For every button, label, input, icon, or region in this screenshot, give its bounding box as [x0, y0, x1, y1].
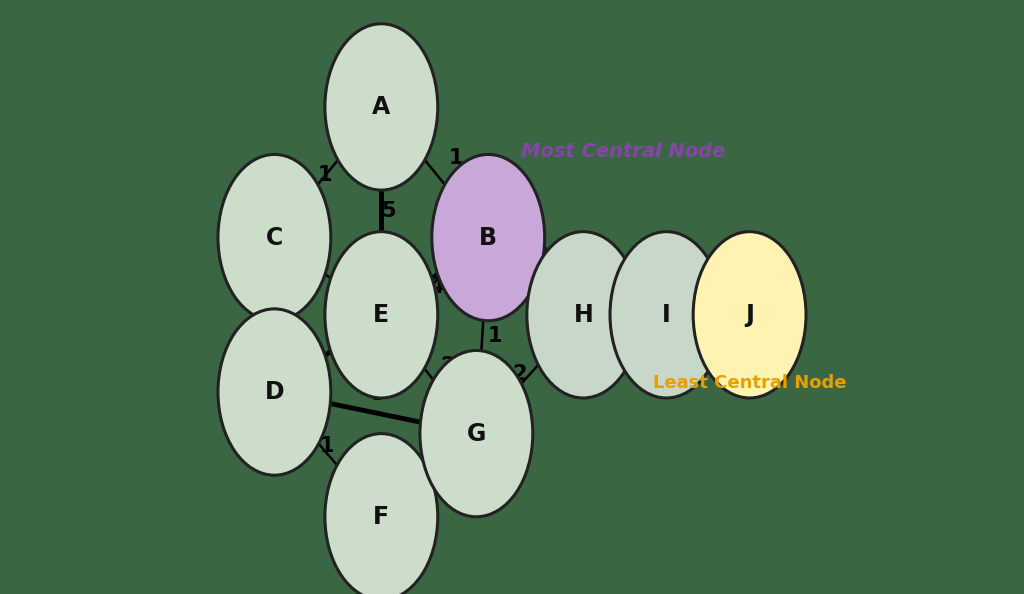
- Text: C: C: [266, 226, 283, 249]
- Text: Most Central Node: Most Central Node: [521, 142, 725, 161]
- Text: F: F: [374, 505, 389, 529]
- Text: G: G: [467, 422, 486, 446]
- Text: 1: 1: [422, 456, 436, 475]
- Text: 1: 1: [317, 165, 332, 185]
- Ellipse shape: [325, 232, 437, 398]
- Text: D: D: [264, 380, 285, 404]
- Text: 5: 5: [381, 201, 395, 221]
- Text: H: H: [573, 303, 593, 327]
- Text: A: A: [372, 95, 390, 119]
- Ellipse shape: [218, 309, 331, 475]
- Text: 3: 3: [267, 305, 282, 325]
- Text: 4: 4: [429, 277, 443, 297]
- Ellipse shape: [218, 154, 331, 321]
- Text: 1: 1: [449, 148, 463, 168]
- Text: 1: 1: [537, 247, 551, 267]
- Text: 1: 1: [319, 436, 335, 456]
- Ellipse shape: [325, 24, 437, 190]
- Text: 2: 2: [339, 354, 353, 374]
- Text: 2: 2: [440, 356, 456, 376]
- Ellipse shape: [420, 350, 532, 517]
- Text: 1: 1: [488, 326, 503, 346]
- Text: 1: 1: [339, 255, 353, 276]
- Text: B: B: [479, 226, 498, 249]
- Text: Least Central Node: Least Central Node: [653, 374, 847, 392]
- Text: E: E: [374, 303, 389, 327]
- Text: 5: 5: [371, 384, 385, 404]
- Text: 3: 3: [617, 285, 632, 305]
- Text: J: J: [745, 303, 754, 327]
- Ellipse shape: [693, 232, 806, 398]
- Text: I: I: [663, 303, 671, 327]
- Ellipse shape: [432, 154, 545, 321]
- Ellipse shape: [610, 232, 723, 398]
- Text: 2: 2: [513, 364, 527, 384]
- Ellipse shape: [325, 434, 437, 594]
- Text: 3: 3: [700, 285, 716, 305]
- Ellipse shape: [527, 232, 640, 398]
